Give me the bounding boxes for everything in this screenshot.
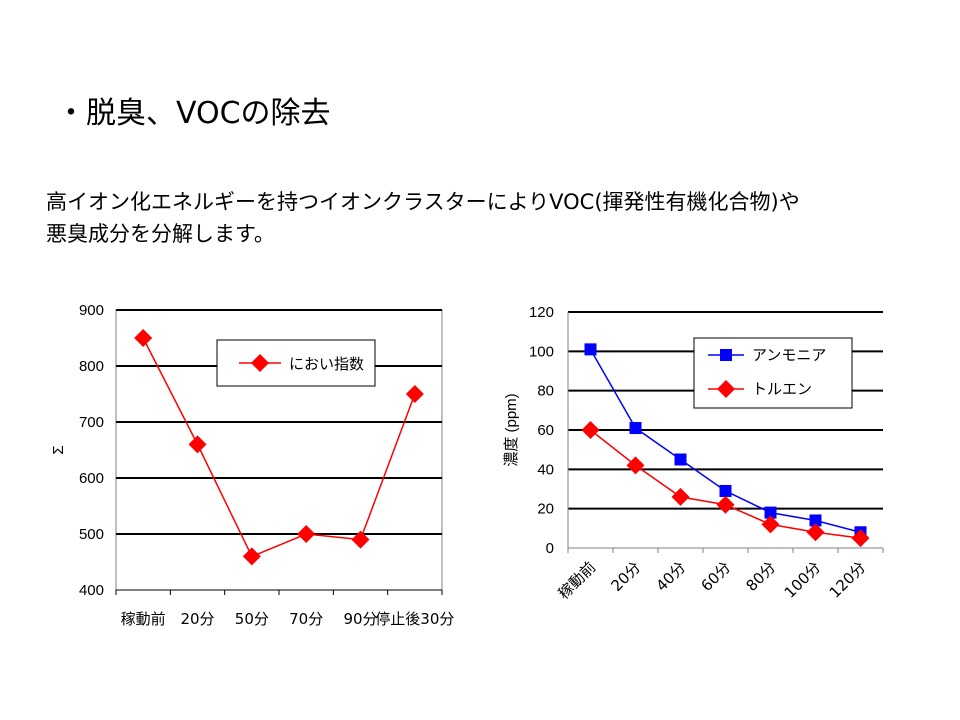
y-tick-label: 900 [79, 302, 104, 319]
data-point [584, 343, 597, 356]
data-point [764, 506, 777, 519]
slide-title: ・脱臭、VOCの除去 [56, 96, 331, 131]
data-point [629, 422, 642, 435]
data-point [134, 329, 153, 347]
concentration-chart: 0 20 40 60 80 100 120 稼動前 20分 40分 60分 80分 100分 120分 濃度… [503, 304, 884, 603]
legend-marker [720, 349, 732, 361]
y-tick-label: 700 [79, 414, 104, 431]
x-tick-label: 100分 [781, 558, 825, 602]
x-tick-label: 稼動前 [121, 610, 166, 628]
y-tick-label: 80 [537, 383, 554, 400]
series-line [142, 337, 416, 558]
y-tick-label: 60 [537, 422, 554, 439]
data-point [242, 547, 261, 566]
x-tick-label: 50分 [235, 610, 269, 628]
x-tick-label: 20分 [607, 558, 644, 595]
data-point [809, 514, 822, 527]
y-tick-label: 600 [79, 470, 104, 487]
x-tick-label: 20分 [180, 610, 214, 628]
y-axis-label: 濃度 (ppm) [503, 393, 520, 466]
y-tick-label: 40 [537, 461, 554, 478]
x-tick-label: 40分 [652, 558, 689, 595]
data-point [626, 456, 645, 475]
data-point [716, 495, 735, 514]
y-tick-label: 20 [537, 501, 554, 518]
y-tick-label: 100 [529, 343, 554, 360]
body-line-2: 悪臭成分を分解します。 [46, 222, 275, 246]
data-point [806, 523, 825, 542]
data-point [851, 529, 870, 548]
legend-label: トルエン [752, 380, 812, 398]
data-point [719, 484, 732, 497]
x-tick-label: 90分 [343, 610, 377, 628]
x-tick-label: 停止後30分 [375, 610, 454, 628]
data-point [581, 421, 600, 439]
x-tick-label: 稼動前 [555, 558, 600, 603]
y-tick-label: 800 [79, 358, 104, 375]
data-point [351, 530, 370, 549]
data-point [405, 385, 424, 403]
x-tick-label: 70分 [289, 610, 323, 628]
y-tick-label: 120 [529, 304, 554, 321]
y-tick-label: 500 [79, 526, 104, 543]
y-tick-label: 0 [546, 540, 554, 557]
data-point [671, 487, 690, 506]
x-tick-label: 120分 [826, 558, 870, 602]
data-point [297, 525, 316, 543]
x-tick-label: 80分 [742, 558, 779, 595]
x-tick-label: 60分 [697, 558, 734, 595]
data-point [188, 435, 207, 454]
legend-label: アンモニア [752, 346, 826, 364]
y-tick-label: 400 [79, 582, 104, 599]
body-line-1: 高イオン化エネルギーを持つイオンクラスターによりVOC(揮発性有機化合物)や [46, 190, 800, 214]
data-point [761, 515, 780, 534]
body-text: 高イオン化エネルギーを持つイオンクラスターによりVOC(揮発性有機化合物)や 悪… [46, 186, 946, 250]
legend-label: におい指数 [289, 355, 364, 373]
legend-marker [717, 380, 735, 398]
y-axis-label: Σ [50, 445, 67, 454]
data-point [674, 453, 687, 466]
legend-marker [251, 354, 269, 372]
